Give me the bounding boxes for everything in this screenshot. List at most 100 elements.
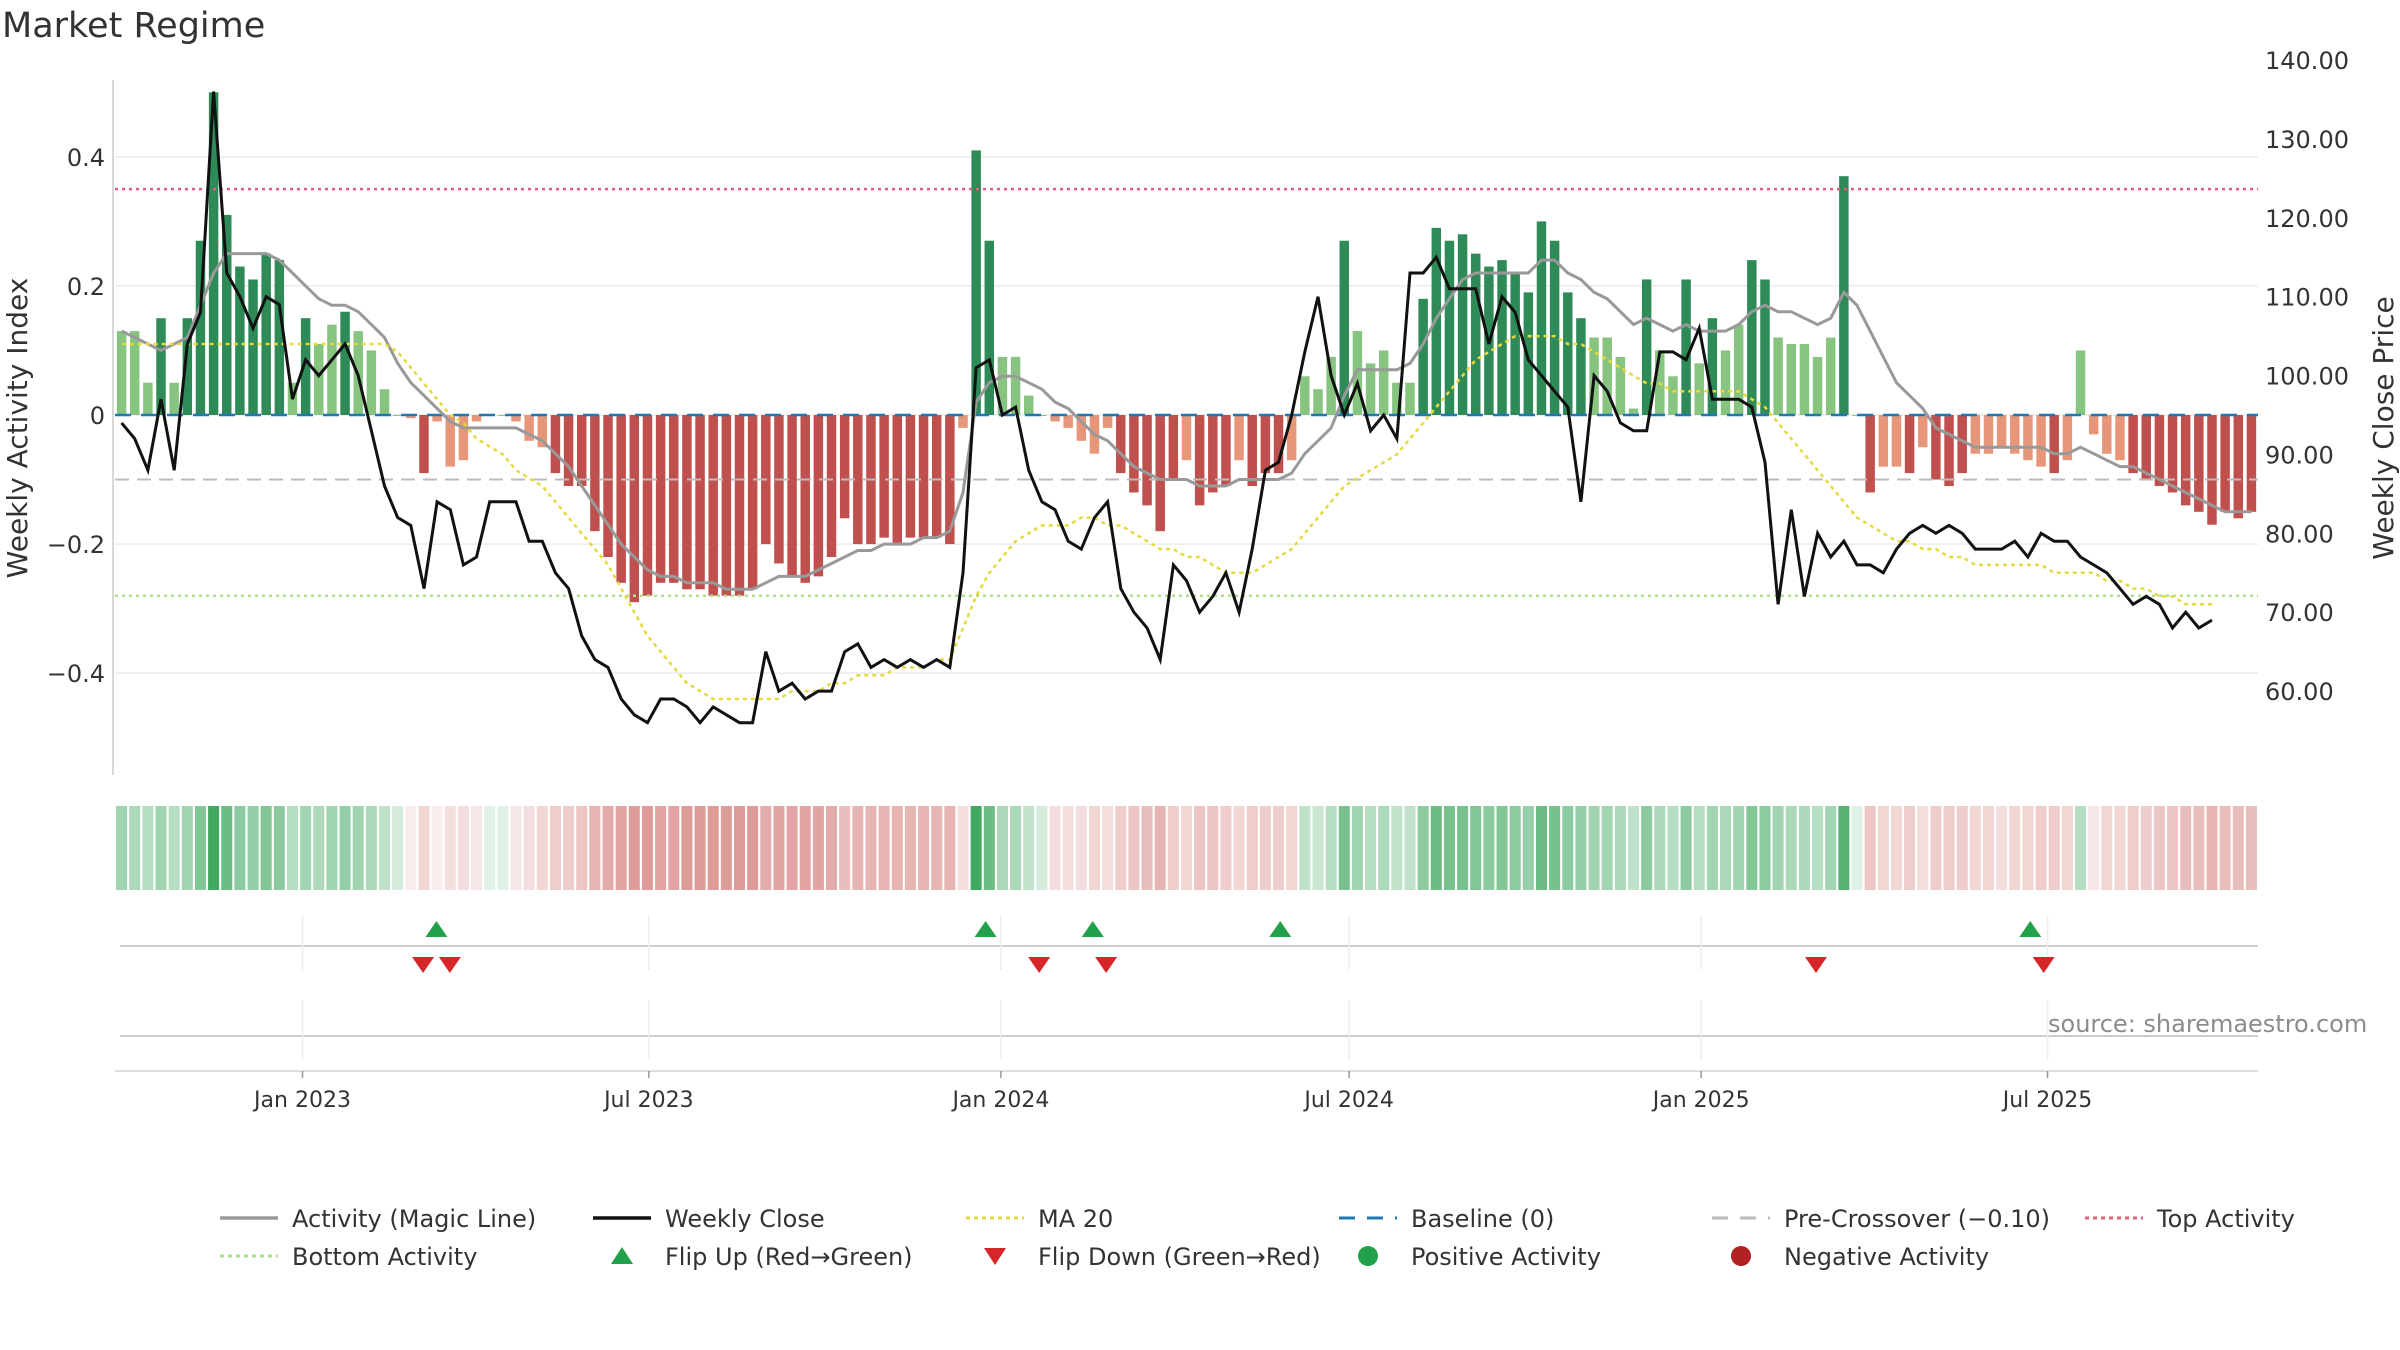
regime-cell: [707, 806, 719, 890]
regime-cell: [983, 806, 995, 890]
regime-cell: [431, 806, 443, 890]
legend-label: Flip Down (Green→Red): [1038, 1243, 1321, 1271]
regime-cell: [365, 806, 377, 890]
activity-bar: [2010, 415, 2020, 454]
regime-cell: [339, 806, 351, 890]
activity-bar: [1549, 240, 1560, 415]
activity-bar: [945, 415, 955, 545]
regime-cell: [116, 806, 128, 890]
regime-cell: [2101, 806, 2113, 890]
regime-cell: [773, 806, 785, 890]
regime-cell: [563, 806, 575, 890]
activity-bar: [2128, 415, 2138, 474]
activity-bar: [2075, 350, 2086, 415]
regime-cell: [589, 806, 601, 890]
activity-bar: [537, 415, 548, 448]
activity-bar: [1076, 415, 1087, 441]
flip-down-marker: [1805, 957, 1828, 973]
regime-cell: [1036, 806, 1048, 890]
regime-cell: [1812, 806, 1824, 890]
activity-bar: [800, 415, 810, 583]
regime-cell: [1667, 806, 1679, 890]
x-tick-label: Jul 2025: [2001, 1088, 2093, 1113]
right-tick-label: 110.00: [2265, 284, 2349, 312]
activity-bar: [721, 415, 732, 596]
regime-cell: [1286, 806, 1298, 890]
regime-cell: [129, 806, 141, 890]
activity-bar: [1904, 415, 1915, 474]
activity-bar: [1523, 292, 1534, 415]
legend-item: Pre-Crossover (−0.10): [1712, 1205, 2050, 1233]
weekly-close-line: [120, 91, 2213, 726]
legend-item: Baseline (0): [1339, 1205, 1554, 1233]
activity-bar: [1773, 337, 1783, 415]
activity-bar: [379, 389, 390, 415]
activity-bar: [2194, 415, 2204, 512]
regime-cell: [142, 806, 154, 890]
flip-down-marker: [412, 957, 435, 973]
regime-cell: [1864, 806, 1876, 890]
regime-cell: [1220, 806, 1232, 890]
regime-cell: [1457, 806, 1469, 890]
regime-cell: [1890, 806, 1902, 890]
activity-bar: [918, 415, 929, 538]
regime-cell: [405, 806, 417, 890]
regime-cell: [510, 806, 522, 890]
activity-bar: [1142, 415, 1152, 506]
regime-cell: [1023, 806, 1035, 890]
x-tick-label: Jan 2023: [252, 1088, 351, 1113]
regime-cell: [1180, 806, 1193, 890]
activity-bar: [1944, 415, 1954, 486]
activity-bar: [1747, 260, 1757, 415]
activity-bar: [1194, 415, 1205, 506]
activity-bar: [182, 318, 193, 415]
flip-up-marker: [974, 921, 997, 937]
regime-cell: [1049, 806, 1061, 890]
regime-cell: [904, 806, 916, 890]
regime-cell: [352, 806, 364, 890]
activity-bar: [695, 415, 705, 590]
left-tick-label: 0.2: [67, 273, 105, 301]
activity-bar: [669, 415, 679, 583]
activity-bar: [813, 415, 824, 577]
regime-cell: [2009, 806, 2021, 890]
activity-bar: [314, 344, 324, 415]
legend-item: Flip Down (Green→Red): [984, 1243, 1321, 1271]
activity-bar: [169, 382, 179, 415]
legend-label: Flip Up (Red→Green): [665, 1243, 913, 1271]
left-tick-label: 0.4: [67, 144, 105, 172]
right-tick-label: 120.00: [2265, 205, 2349, 233]
activity-bar: [550, 415, 561, 474]
activity-bar: [1931, 415, 1941, 480]
activity-bar: [2246, 415, 2257, 512]
regime-cell: [1798, 806, 1810, 890]
regime-cell: [760, 806, 772, 890]
activity-bar: [1405, 382, 1415, 415]
regime-cell: [1535, 806, 1547, 890]
legend-item: Activity (Magic Line): [220, 1205, 536, 1233]
legend-label: MA 20: [1038, 1205, 1113, 1233]
regime-cell: [1378, 806, 1390, 890]
activity-bar: [1418, 298, 1428, 415]
regime-cell: [1693, 806, 1705, 890]
left-tick-label: 0: [90, 402, 105, 430]
activity-bar: [1260, 415, 1271, 474]
regime-cell: [2140, 806, 2152, 890]
regime-cell: [234, 806, 246, 890]
regime-cell: [1930, 806, 1942, 890]
regime-cell: [720, 806, 732, 890]
activity-bar: [1129, 415, 1139, 493]
activity-bar: [563, 415, 574, 486]
activity-bar: [787, 415, 797, 577]
activity-bar: [1733, 324, 1744, 415]
activity-bar: [1444, 240, 1455, 415]
regime-cell: [1391, 806, 1403, 890]
regime-cell: [1825, 806, 1837, 890]
activity-bar: [1918, 415, 1928, 448]
regime-cell: [891, 806, 903, 890]
regime-cell: [1877, 806, 1889, 890]
legend-swatch: [611, 1247, 633, 1264]
regime-cell: [378, 806, 391, 890]
x-tick-label: Jan 2025: [1651, 1088, 1750, 1113]
